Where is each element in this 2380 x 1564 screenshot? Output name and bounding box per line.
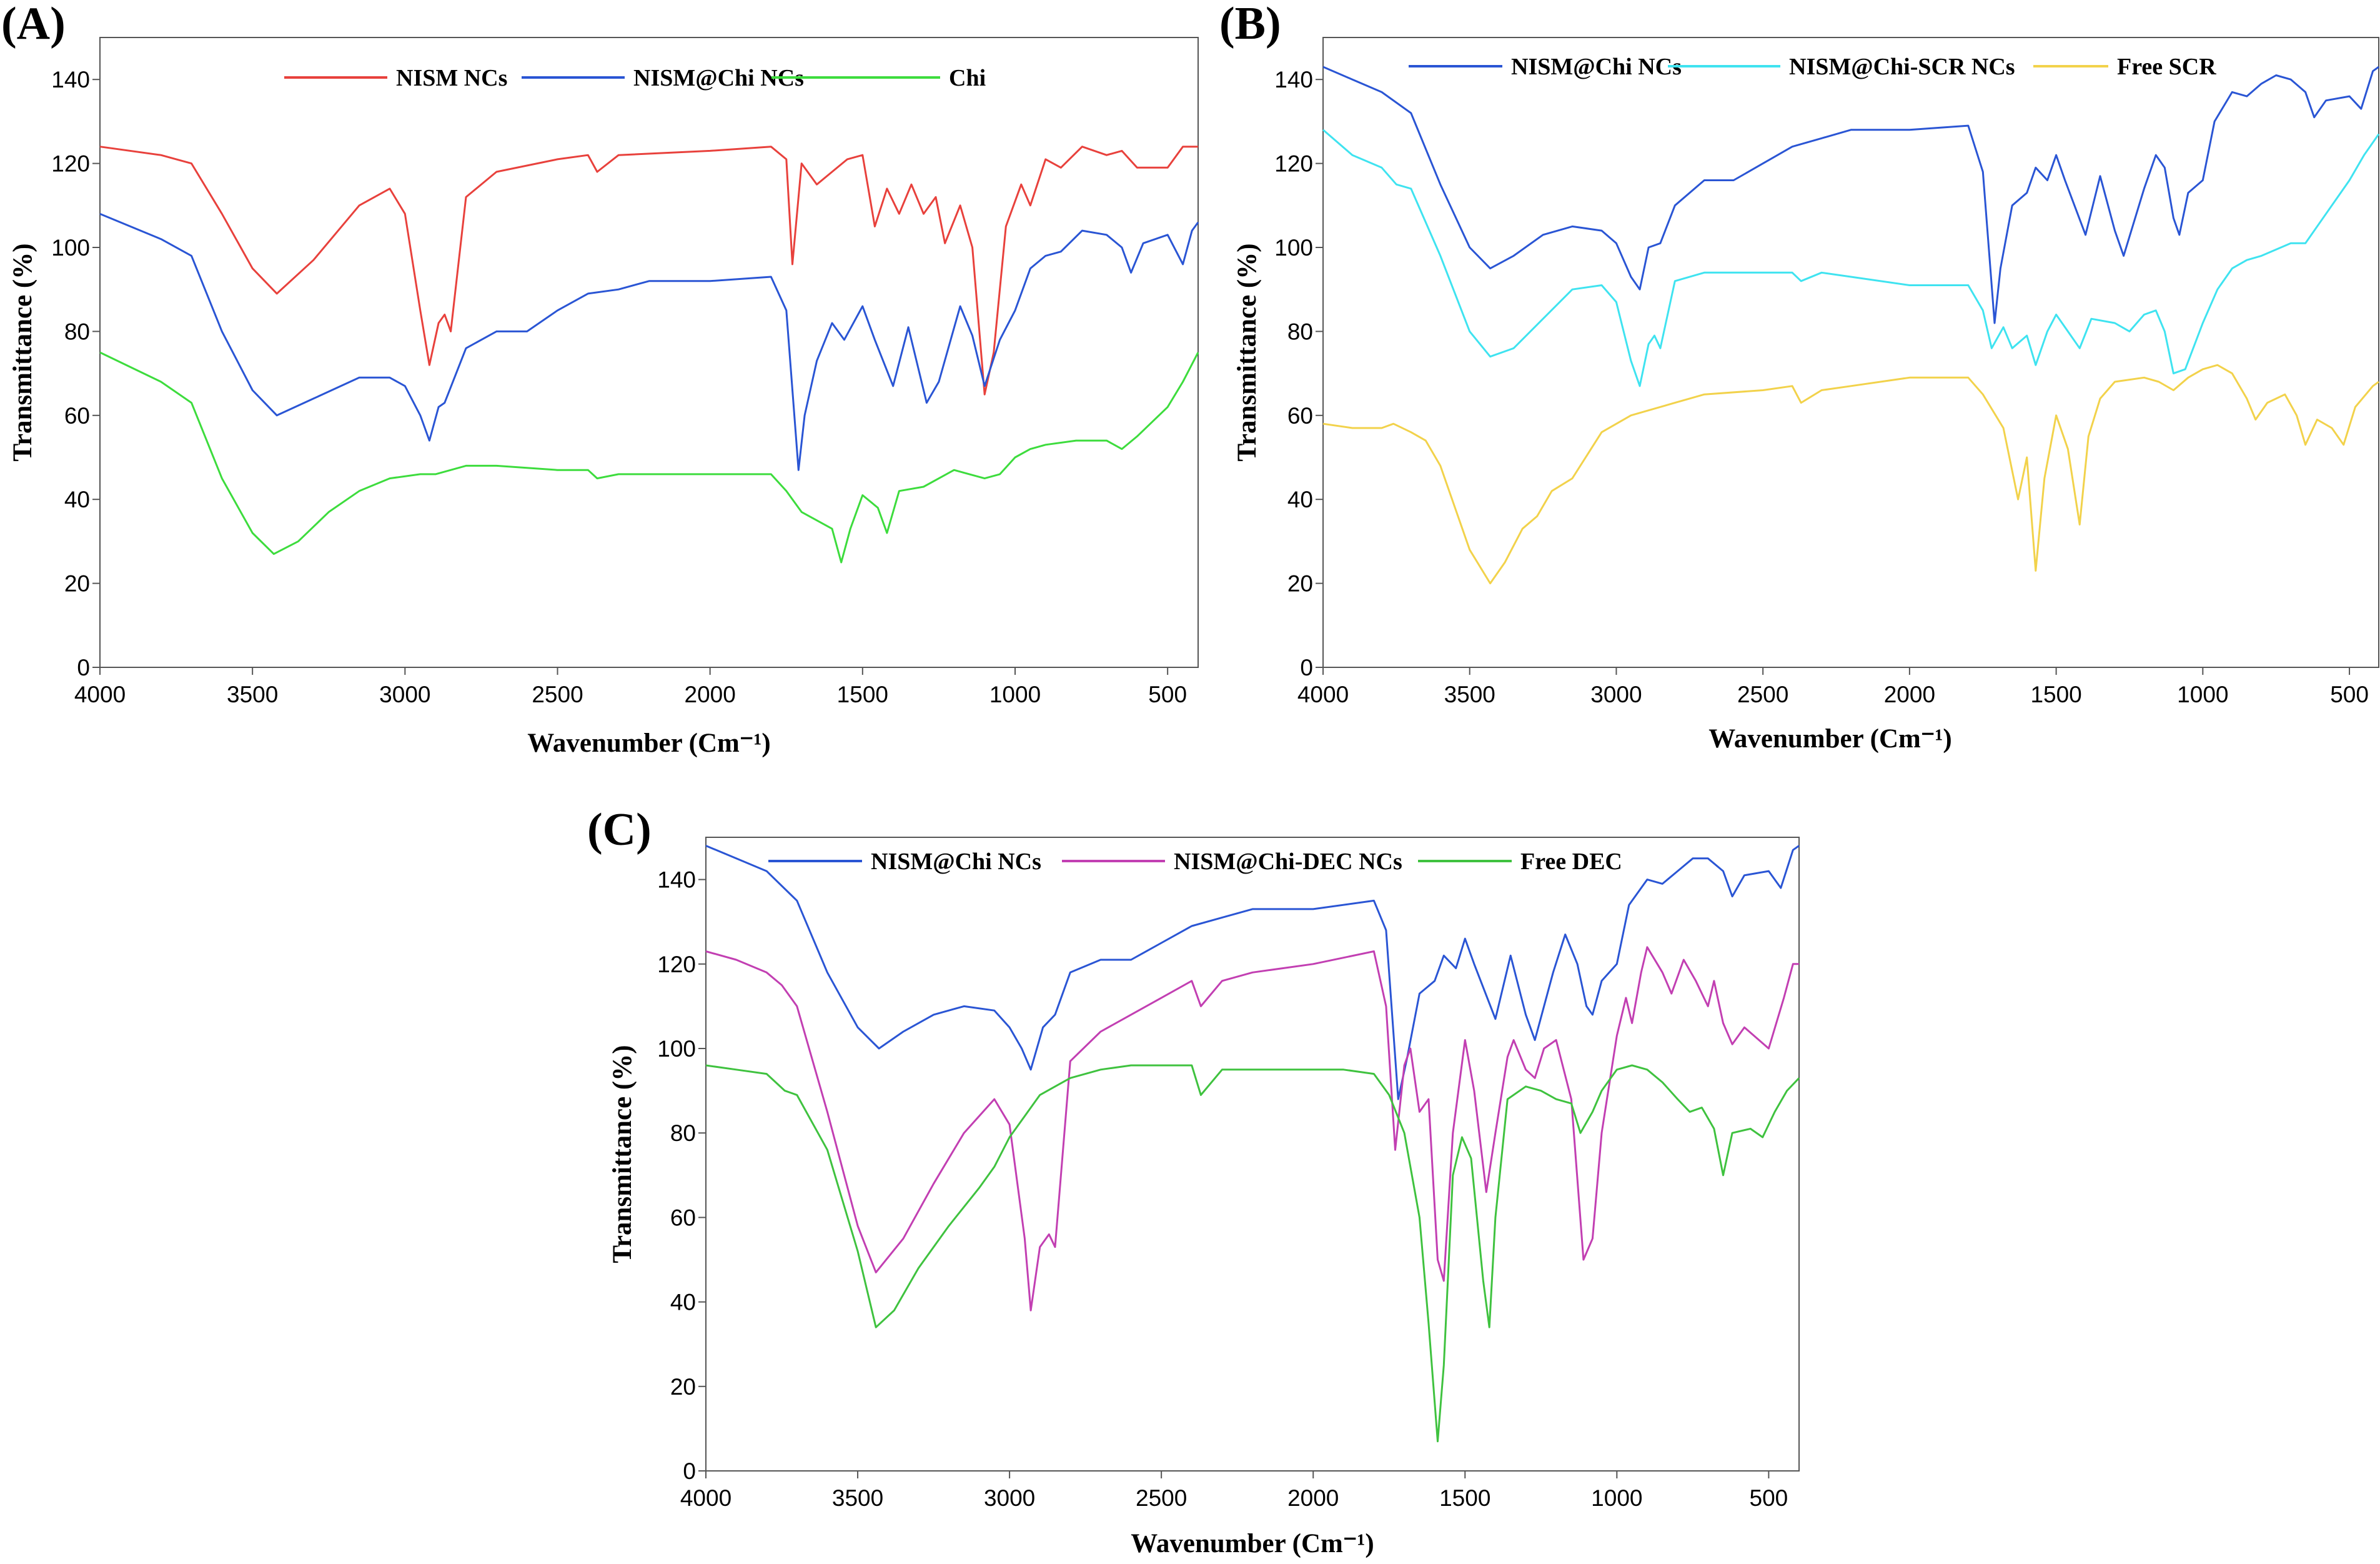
panel-label: (C) xyxy=(587,804,652,855)
y-axis-ticks: 0 20 40 60 80 100 120 140 xyxy=(1274,67,1323,680)
series-line xyxy=(705,845,1800,1100)
legend-label: NISM NCs xyxy=(396,65,507,91)
x-tick-label: 2000 xyxy=(685,682,736,707)
x-tick-label: 500 xyxy=(1148,682,1187,707)
x-tick-label: 1500 xyxy=(837,682,888,707)
panel-c: (C) 0 20 40 60 80 100 120 140 4000 3500 3000 2500 2… xyxy=(587,804,1800,1558)
y-tick-label: 80 xyxy=(1287,319,1313,344)
y-axis-ticks: 0 20 40 60 80 100 120 140 xyxy=(51,67,100,680)
x-tick-label: 2500 xyxy=(532,682,583,707)
x-tick-label: 2500 xyxy=(1737,682,1788,707)
y-tick-label: 100 xyxy=(51,235,90,261)
y-tick-label: 0 xyxy=(1300,655,1313,680)
panel-label: (B) xyxy=(1219,0,1281,49)
y-tick-label: 120 xyxy=(1274,151,1313,177)
y-tick-label: 140 xyxy=(1274,67,1313,92)
x-tick-label: 3000 xyxy=(1590,682,1642,707)
x-tick-label: 3500 xyxy=(1444,682,1495,707)
panel-a: (A) 0 20 40 60 80 100 120 140 4000 3500 3000 2500 2… xyxy=(1,0,1199,758)
series-line xyxy=(705,946,1799,1312)
x-axis-title: Wavenumber (Cm⁻¹) xyxy=(1131,1529,1374,1558)
x-axis-ticks: 4000 3500 3000 2500 2000 1500 1000 500 xyxy=(74,667,1187,707)
panel-b: (B) 0 20 40 60 80 100 120 140 4000 3500 3000 2500 2… xyxy=(1219,0,2380,754)
series-line xyxy=(99,212,1199,471)
legend-label: NISM@Chi-SCR NCs xyxy=(1789,54,2015,80)
series-lines xyxy=(1322,66,2380,585)
x-tick-label: 1500 xyxy=(2030,682,2081,707)
y-axis-title: Transmittance (%) xyxy=(8,243,37,461)
x-tick-label: 4000 xyxy=(680,1485,731,1511)
x-tick-label: 1000 xyxy=(989,682,1041,707)
y-axis-ticks: 0 20 40 60 80 100 120 140 xyxy=(657,867,706,1484)
y-tick-label: 100 xyxy=(1274,235,1313,261)
y-tick-label: 120 xyxy=(657,952,696,977)
x-axis-title: Wavenumber (Cm⁻¹) xyxy=(527,729,771,758)
x-tick-label: 2000 xyxy=(1287,1485,1339,1511)
y-tick-label: 40 xyxy=(64,487,90,512)
y-tick-label: 0 xyxy=(683,1458,696,1484)
y-tick-label: 20 xyxy=(670,1374,696,1400)
legend-label: NISM@Chi NCs xyxy=(871,849,1041,875)
y-tick-label: 20 xyxy=(64,571,90,597)
y-tick-label: 60 xyxy=(64,403,90,429)
legend: NISM@Chi NCs NISM@Chi-SCR NCs Free SCR xyxy=(1409,54,2216,80)
legend-label: Chi xyxy=(949,65,986,91)
legend-label: NISM@Chi NCs xyxy=(1511,54,1682,80)
y-tick-label: 60 xyxy=(670,1205,696,1230)
series-line xyxy=(1322,364,2379,585)
y-axis-title: Transmittance (%) xyxy=(608,1045,637,1263)
series-line xyxy=(99,146,1198,396)
y-tick-label: 80 xyxy=(64,319,90,344)
x-tick-label: 4000 xyxy=(74,682,126,707)
y-tick-label: 40 xyxy=(1287,487,1313,512)
y-tick-label: 140 xyxy=(657,867,696,893)
x-tick-label: 1000 xyxy=(2177,682,2228,707)
x-tick-label: 500 xyxy=(1750,1485,1788,1511)
x-tick-label: 2500 xyxy=(1136,1485,1187,1511)
series-lines xyxy=(99,146,1199,564)
y-tick-label: 0 xyxy=(77,655,90,680)
x-axis-title: Wavenumber (Cm⁻¹) xyxy=(1708,724,1952,754)
y-axis-title: Transmittance (%) xyxy=(1232,243,1262,461)
legend-label: NISM@Chi-DEC NCs xyxy=(1174,849,1402,875)
panel-label: (A) xyxy=(1,0,66,49)
legend: NISM@Chi NCs NISM@Chi-DEC NCs Free DEC xyxy=(768,849,1622,875)
legend-label: Free SCR xyxy=(2117,54,2216,80)
x-tick-label: 4000 xyxy=(1297,682,1349,707)
x-tick-label: 1000 xyxy=(1591,1485,1642,1511)
y-tick-label: 60 xyxy=(1287,403,1313,429)
x-axis-ticks: 4000 3500 3000 2500 2000 1500 1000 500 xyxy=(680,1471,1788,1511)
y-tick-label: 80 xyxy=(670,1120,696,1146)
y-tick-label: 120 xyxy=(51,151,90,177)
x-axis-ticks: 4000 3500 3000 2500 2000 1500 1000 500 xyxy=(1297,667,2369,707)
series-line xyxy=(1322,129,2380,387)
x-tick-label: 500 xyxy=(2330,682,2369,707)
plot-frame xyxy=(705,837,1800,1472)
x-tick-label: 3000 xyxy=(984,1485,1035,1511)
series-line xyxy=(99,351,1199,564)
x-tick-label: 2000 xyxy=(1884,682,1935,707)
series-line xyxy=(1322,66,2379,324)
x-tick-label: 3500 xyxy=(832,1485,883,1511)
x-tick-label: 3000 xyxy=(379,682,430,707)
plot-frame xyxy=(1322,37,2379,668)
y-tick-label: 20 xyxy=(1287,571,1313,597)
x-tick-label: 1500 xyxy=(1439,1485,1490,1511)
series-line xyxy=(705,1064,1800,1443)
y-tick-label: 100 xyxy=(657,1036,696,1062)
legend: NISM NCs NISM@Chi NCs Chi xyxy=(284,65,986,91)
legend-label: Free DEC xyxy=(1520,849,1622,875)
y-tick-label: 40 xyxy=(670,1290,696,1315)
y-tick-label: 140 xyxy=(51,67,90,92)
x-tick-label: 3500 xyxy=(227,682,278,707)
series-lines xyxy=(705,845,1800,1443)
